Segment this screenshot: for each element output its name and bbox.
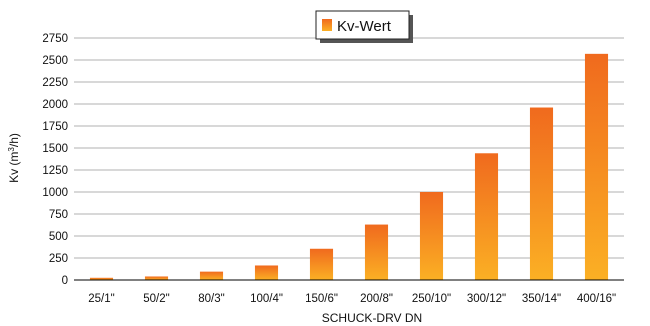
x-tick-label: 300/12" [467,293,506,305]
bar [419,192,444,280]
bar [89,277,114,280]
x-tick-label: 200/8" [360,293,393,305]
bar [474,153,499,280]
bar [584,53,609,281]
legend: Kv-Wert [315,10,413,43]
grid-lines [74,37,624,259]
x-tick-label: 50/2" [143,293,169,305]
x-tick-label: 80/3" [198,293,224,305]
x-axis-ticks: 25/1" 50/2" 80/3" 100/4" 150/6" 200/8" 250/10"… [88,293,616,305]
x-tick-label: 150/6" [305,293,338,305]
bar [144,276,169,280]
bar [364,224,389,280]
y-tick-label: 1500 [42,143,68,155]
y-axis-label: Kv (m3/h) [7,133,21,183]
x-tick-label: 350/14" [522,293,561,305]
bar [199,271,224,280]
y-tick-label: 2250 [42,77,68,89]
y-tick-label: 2750 [42,33,68,45]
y-tick-label: 750 [49,209,68,221]
legend-swatch [322,19,332,31]
y-tick-label: 1250 [42,165,68,177]
y-tick-label: 500 [49,231,68,243]
bar [529,107,554,281]
bar [254,265,279,280]
x-tick-label: 250/10" [412,293,451,305]
y-tick-label: 2500 [42,55,68,67]
y-tick-label: 0 [62,275,68,287]
x-tick-label: 100/4" [250,293,283,305]
y-tick-label: 2000 [42,99,68,111]
legend-series-name: Kv-Wert [337,18,392,35]
x-axis-label: SCHUCK-DRV DN [322,311,422,325]
y-tick-label: 250 [49,253,68,265]
bars [89,53,609,281]
x-tick-label: 400/16" [577,293,616,305]
y-tick-label: 1000 [42,187,68,199]
x-tick-label: 25/1" [88,293,114,305]
y-tick-label: 1750 [42,121,68,133]
y-axis-ticks: 0 250 500 750 1000 1250 1500 1750 2000 2250 2500 27… [42,33,68,287]
bar [309,248,334,280]
